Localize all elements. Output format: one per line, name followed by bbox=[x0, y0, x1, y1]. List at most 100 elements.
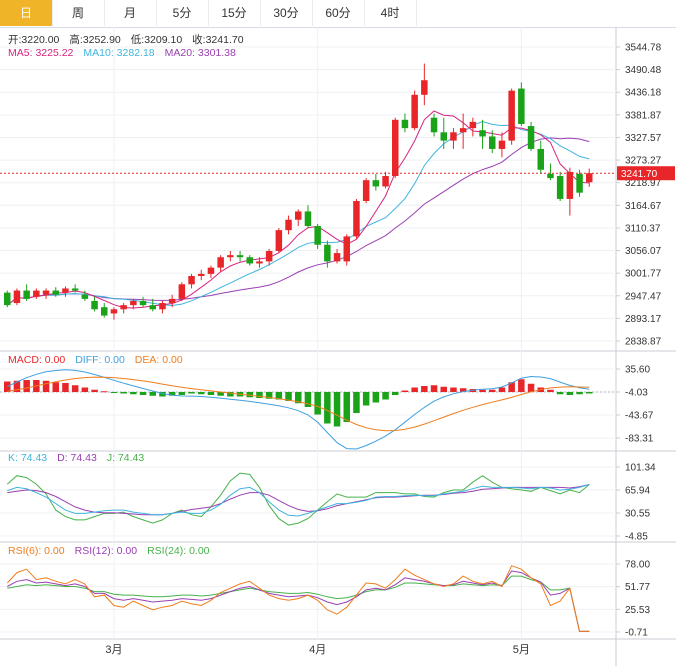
ma10-line bbox=[6, 120, 590, 307]
macd-bar bbox=[430, 385, 438, 392]
tab-7[interactable]: 4时 bbox=[364, 0, 417, 26]
macd-bar bbox=[498, 387, 506, 392]
macd-bar bbox=[372, 391, 380, 403]
y-tick-label: 3110.37 bbox=[625, 223, 661, 234]
candle-body bbox=[81, 294, 89, 299]
tab-4[interactable]: 15分 bbox=[208, 0, 261, 26]
candle-body bbox=[207, 267, 215, 274]
candle-body bbox=[265, 250, 273, 262]
candle-body bbox=[285, 219, 292, 231]
macd-bar bbox=[120, 391, 127, 394]
macd-legend-2: DEA: 0.00 bbox=[135, 354, 183, 366]
candle-body bbox=[372, 180, 380, 187]
rsi6-line bbox=[6, 565, 590, 632]
x-tick-label: 4月 bbox=[309, 644, 326, 656]
kdj-legend-1: D: 74.43 bbox=[57, 452, 97, 464]
macd-bar bbox=[527, 383, 535, 392]
macd-bar bbox=[459, 388, 467, 392]
y-tick-label: 3273.27 bbox=[625, 156, 662, 167]
ohlc-legend-0: 开:3220.00 bbox=[8, 34, 60, 46]
macd-bar bbox=[149, 391, 156, 396]
candle-body bbox=[508, 90, 515, 141]
macd-bar bbox=[576, 391, 583, 395]
y-tick-label: 3056.07 bbox=[625, 246, 662, 257]
kdj-legend-0: K: 74.43 bbox=[8, 452, 47, 464]
candle-body bbox=[527, 126, 535, 149]
macd-legend-1: DIFF: 0.00 bbox=[75, 354, 125, 366]
tab-2[interactable]: 月 bbox=[104, 0, 157, 26]
macd-bar bbox=[304, 391, 312, 407]
candle-body bbox=[537, 148, 544, 170]
tab-3[interactable]: 5分 bbox=[156, 0, 209, 26]
y-tick-label: -4.85 bbox=[625, 532, 648, 543]
candle-body bbox=[91, 300, 98, 310]
candle-body bbox=[353, 201, 360, 237]
candle-body bbox=[411, 94, 418, 129]
macd-bar bbox=[489, 389, 496, 392]
macd-bar bbox=[401, 390, 409, 392]
candle-body bbox=[314, 225, 321, 245]
macd-bar bbox=[285, 391, 292, 401]
ma-legend-2: MA20: 3301.38 bbox=[165, 47, 236, 59]
k-line bbox=[7, 484, 590, 517]
candle-body bbox=[236, 255, 244, 258]
candle-body bbox=[178, 284, 186, 299]
last-price-text: 3241.70 bbox=[621, 169, 658, 180]
macd-bar bbox=[566, 391, 574, 395]
candle-body bbox=[198, 273, 205, 276]
y-tick-label: 3164.67 bbox=[625, 201, 662, 212]
candle-body bbox=[469, 121, 477, 129]
diff-line bbox=[7, 369, 590, 450]
candle-body bbox=[275, 230, 283, 251]
macd-bar bbox=[324, 391, 331, 424]
tab-1[interactable]: 周 bbox=[52, 0, 105, 26]
candle-body bbox=[256, 261, 263, 264]
candle-body bbox=[392, 119, 399, 177]
ohlc-legend-3: 收:3241.70 bbox=[192, 33, 244, 46]
y-tick-label: 101.34 bbox=[625, 463, 656, 474]
macd-bar bbox=[353, 391, 360, 413]
candle-body bbox=[33, 290, 40, 297]
candle-body bbox=[149, 305, 156, 310]
candle-body bbox=[547, 173, 554, 179]
candle-body bbox=[13, 290, 21, 304]
y-tick-label: 3381.87 bbox=[625, 110, 662, 121]
dea-line bbox=[7, 376, 590, 432]
macd-bar bbox=[168, 391, 176, 396]
candle-body bbox=[42, 290, 50, 295]
candle-body bbox=[556, 176, 564, 199]
macd-bar bbox=[295, 391, 302, 404]
candle-body bbox=[450, 132, 457, 141]
tab-0[interactable]: 日 bbox=[0, 0, 53, 26]
rsi24-line bbox=[7, 575, 590, 632]
macd-bar bbox=[130, 391, 137, 395]
y-tick-label: 3327.57 bbox=[625, 133, 662, 144]
candle-body bbox=[227, 255, 234, 258]
ma20-line bbox=[6, 137, 590, 306]
tab-6[interactable]: 60分 bbox=[312, 0, 365, 26]
macd-bar bbox=[508, 382, 515, 392]
macd-bar bbox=[13, 380, 21, 392]
macd-bar bbox=[256, 391, 263, 398]
last-price-tag bbox=[617, 166, 675, 181]
kdj-legend-2: J: 74.43 bbox=[107, 452, 145, 464]
candle-body bbox=[295, 211, 302, 220]
y-tick-label: 2947.47 bbox=[625, 291, 662, 302]
macd-bar bbox=[275, 391, 283, 400]
candle-body bbox=[101, 307, 108, 316]
tab-5[interactable]: 30分 bbox=[260, 0, 313, 26]
candle-body bbox=[168, 298, 176, 304]
macd-bar bbox=[101, 391, 108, 393]
macd-bar bbox=[450, 387, 457, 392]
rsi-legend-0: RSI(6): 0.00 bbox=[8, 545, 65, 557]
macd-bar bbox=[159, 391, 166, 397]
y-tick-label: 30.55 bbox=[625, 508, 650, 519]
y-tick-label: 51.77 bbox=[625, 582, 650, 593]
candle-body bbox=[333, 253, 341, 262]
period-tabbar: 日周月 5分 15分 30分 60分 4时 bbox=[0, 0, 676, 28]
candle-body bbox=[139, 300, 147, 306]
macd-bar bbox=[110, 391, 118, 393]
y-tick-label: -4.03 bbox=[625, 387, 648, 398]
macd-legend-0: MACD: 0.00 bbox=[8, 354, 65, 366]
macd-bar bbox=[518, 379, 525, 392]
